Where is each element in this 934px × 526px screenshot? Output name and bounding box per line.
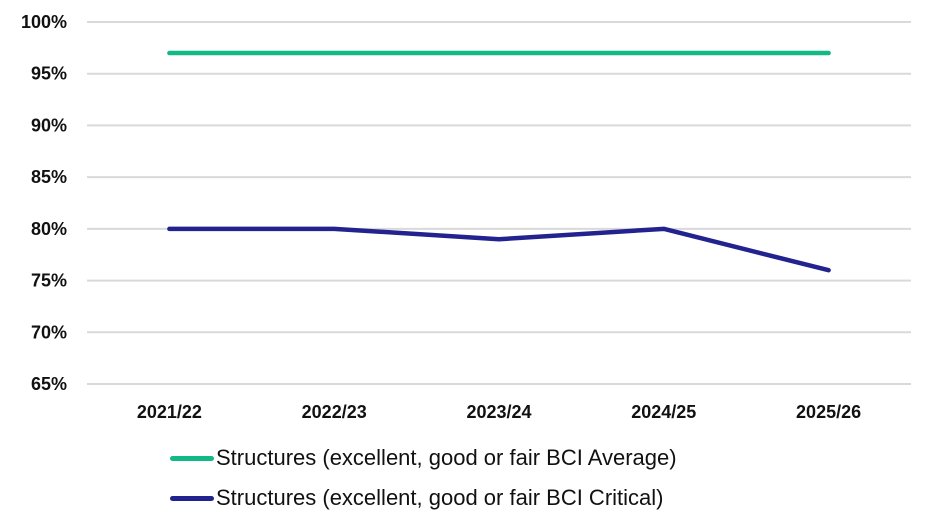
series-line-critical	[167, 226, 831, 273]
y-tick-label: 70%	[31, 322, 67, 342]
data-series	[167, 50, 831, 273]
legend-item-critical: Structures (excellent, good or fair BCI …	[170, 478, 677, 518]
legend-item-average: Structures (excellent, good or fair BCI …	[170, 438, 677, 478]
x-tick-label: 2023/24	[466, 402, 531, 422]
x-tick-label: 2022/23	[302, 402, 367, 422]
y-tick-label: 65%	[31, 374, 67, 394]
line-chart: 100% 95% 90% 85% 80% 75% 70% 65% 2021/22 2022/23…	[21, 12, 911, 422]
y-tick-label: 95%	[31, 64, 67, 84]
y-tick-label: 90%	[31, 115, 67, 135]
y-tick-label: 100%	[21, 12, 67, 32]
legend-label-average: Structures (excellent, good or fair BCI …	[216, 445, 677, 470]
x-tick-label: 2025/26	[796, 402, 861, 422]
y-tick-label: 85%	[31, 167, 67, 187]
x-tick-label: 2024/25	[631, 402, 696, 422]
legend-swatch-critical	[170, 495, 214, 501]
gridlines	[87, 21, 911, 385]
legend-label-critical: Structures (excellent, good or fair BCI …	[216, 485, 664, 510]
legend: Structures (excellent, good or fair BCI …	[170, 438, 677, 518]
y-tick-label: 80%	[31, 219, 67, 239]
x-tick-label: 2021/22	[137, 402, 202, 422]
y-axis-ticks: 100% 95% 90% 85% 80% 75% 70% 65%	[21, 12, 67, 394]
y-tick-label: 75%	[31, 271, 67, 291]
legend-swatch-average	[170, 455, 214, 461]
x-axis-ticks: 2021/22 2022/23 2023/24 2024/25 2025/26	[137, 402, 861, 422]
